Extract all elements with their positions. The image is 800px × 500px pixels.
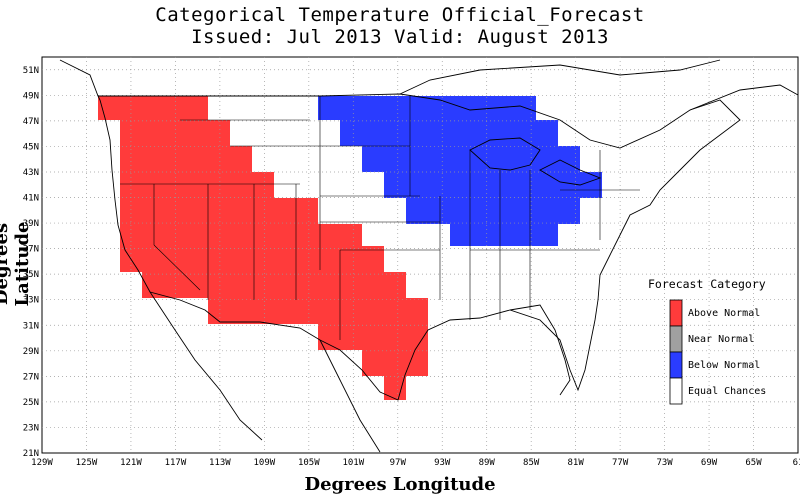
lon-tick-label: 73W (656, 458, 673, 468)
legend-label: Equal Chances (688, 386, 766, 397)
lat-tick-label: 21N (23, 449, 39, 459)
lat-tick-label: 43N (23, 168, 39, 178)
lat-tick-label: 33N (23, 296, 39, 306)
above-normal-region (98, 96, 428, 400)
mexico-outline (149, 291, 381, 453)
above-normal-west (98, 96, 428, 400)
lon-tick-label: 77W (612, 458, 629, 468)
legend-swatch (669, 325, 683, 353)
lon-tick-label: 97W (390, 458, 407, 468)
lat-tick-label: 39N (23, 219, 39, 229)
legend-label: Above Normal (688, 308, 760, 319)
legend-swatch (669, 299, 683, 327)
latitude-tick-labels: 21N 23N 25N 27N 29N 31N 33N 35N 37N 39N 41N 43N 45N 4… (23, 66, 39, 459)
legend-label: Near Normal (688, 334, 754, 345)
lat-tick-label: 35N (23, 270, 39, 280)
lat-tick-label: 25N (23, 398, 39, 408)
canada-outline (59, 59, 799, 111)
lon-tick-label: 69W (701, 458, 718, 468)
map-outlines (59, 59, 799, 453)
lon-tick-label: 81W (568, 458, 585, 468)
lat-tick-label: 41N (23, 194, 39, 204)
lon-tick-label: 121W (120, 458, 142, 468)
lon-tick-label: 105W (298, 458, 320, 468)
lon-tick-label: 65W (745, 458, 762, 468)
lat-tick-label: 23N (23, 423, 39, 433)
lon-tick-label: 93W (434, 458, 451, 468)
y-axis-label: Degrees Latitude (0, 221, 33, 307)
lon-tick-label: 113W (209, 458, 231, 468)
lon-tick-label: 125W (76, 458, 98, 468)
map-title-line1: Categorical Temperature Official_Forecas… (155, 4, 645, 26)
lon-tick-label: 85W (523, 458, 540, 468)
legend-swatch (669, 351, 683, 379)
legend-swatch (669, 377, 683, 405)
legend-title: Forecast Category (648, 277, 766, 291)
x-axis-label: Degrees Longitude (304, 474, 496, 495)
equal-chances-nebraska (362, 198, 406, 224)
state-borders (120, 96, 640, 340)
lon-tick-label: 101W (342, 458, 364, 468)
legend-label: Below Normal (688, 360, 760, 371)
lat-tick-label: 45N (23, 142, 39, 152)
lat-tick-label: 51N (23, 66, 39, 76)
lon-tick-label: 117W (165, 458, 187, 468)
lat-tick-label: 49N (23, 91, 39, 101)
equal-chances-wyoming (274, 146, 318, 172)
longitude-tick-labels: 129W 125W 121W 117W 113W 109W 105W 101W 97W 93W 89… (31, 458, 800, 468)
forecast-legend: Forecast Category Above Normal Near Norma… (648, 277, 766, 405)
map-title-line2: Issued: Jul 2013 Valid: August 2013 (191, 26, 609, 48)
lat-tick-label: 47N (23, 117, 39, 127)
florida (509, 304, 571, 396)
lat-tick-label: 31N (23, 321, 39, 331)
lon-tick-label: 89W (479, 458, 496, 468)
lat-tick-label: 27N (23, 372, 39, 382)
lon-tick-label: 109W (254, 458, 276, 468)
lon-tick-label: 129W (31, 458, 53, 468)
lat-tick-label: 37N (23, 245, 39, 255)
lon-tick-label: 61 (793, 458, 800, 468)
lat-tick-label: 29N (23, 347, 39, 357)
